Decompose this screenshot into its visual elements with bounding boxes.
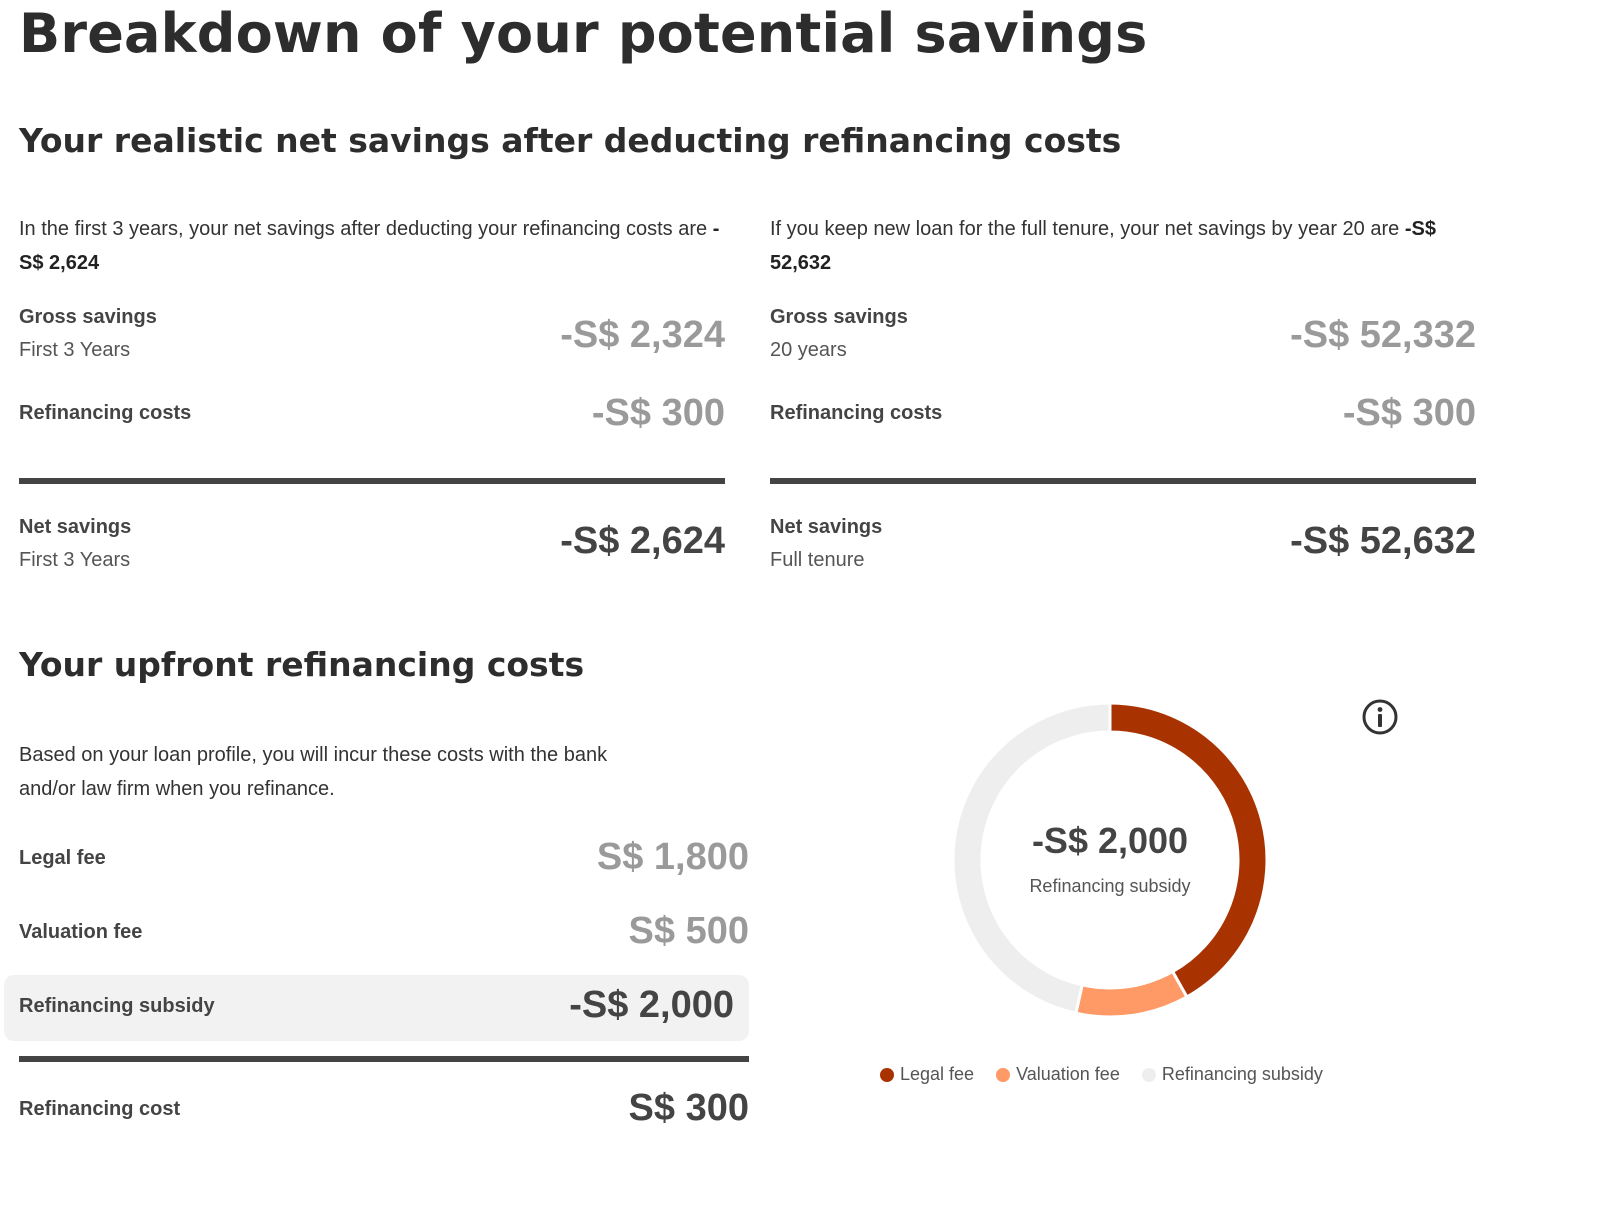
divider bbox=[19, 1056, 749, 1062]
net-savings-title: Your realistic net savings after deducti… bbox=[19, 121, 1122, 160]
legal-fee-value: S$ 1,800 bbox=[596, 836, 749, 878]
intro-text: If you keep new loan for the full tenure… bbox=[770, 218, 1405, 240]
refinancing-costs-value: -S$ 300 bbox=[591, 392, 725, 434]
net-savings-first-3-years: In the first 3 years, your net savings a… bbox=[19, 212, 725, 571]
full-tenure-intro: If you keep new loan for the full tenure… bbox=[770, 212, 1476, 280]
gross-savings-sub: First 3 Years bbox=[19, 339, 131, 361]
net-savings-label: Net savings bbox=[19, 516, 132, 538]
info-icon[interactable] bbox=[1361, 698, 1399, 736]
refinancing-costs-row: Refinancing costs -S$ 300 bbox=[770, 392, 1476, 434]
legend-label: Refinancing subsidy bbox=[1161, 1064, 1323, 1084]
refinancing-costs-row: Refinancing costs -S$ 300 bbox=[19, 392, 725, 434]
net-savings-sub: Full tenure bbox=[770, 549, 865, 571]
donut-center: -S$ 2,000 Refinancing subsidy bbox=[940, 690, 1280, 1030]
donut-slice-refinancing-subsidy bbox=[951, 701, 1112, 1016]
gross-savings-label: Gross savings bbox=[19, 306, 157, 328]
net-savings-full-tenure: If you keep new loan for the full tenure… bbox=[770, 212, 1476, 571]
net-savings-sub: First 3 Years bbox=[19, 549, 131, 571]
refinancing-subsidy-label: Refinancing subsidy bbox=[19, 995, 215, 1017]
intro-amount: -S$ 52,632 bbox=[770, 218, 1436, 274]
gross-savings-sub: 20 years bbox=[770, 339, 847, 361]
refinancing-subsidy-value: -S$ 2,000 bbox=[569, 984, 734, 1026]
gross-savings-value: -S$ 2,324 bbox=[560, 314, 725, 356]
legal-fee-row: Legal fee S$ 1,800 bbox=[19, 827, 749, 893]
net-savings-row: Net savings First 3 Years -S$ 2,624 bbox=[19, 516, 725, 572]
gross-savings-row: Gross savings 20 years -S$ 52,332 bbox=[770, 306, 1476, 362]
chart-legend: Legal fee Valuation fee Refinancing subsid… bbox=[880, 1064, 1323, 1085]
intro-amount: -S$ 2,624 bbox=[19, 218, 720, 274]
intro-text: In the first 3 years, your net savings a… bbox=[19, 218, 713, 240]
legend-label: Valuation fee bbox=[1016, 1064, 1120, 1084]
refinancing-cost-donut-chart: -S$ 2,000 Refinancing subsidy bbox=[940, 690, 1280, 1030]
divider bbox=[19, 478, 725, 484]
upfront-costs-intro: Based on your loan profile, you will inc… bbox=[19, 744, 608, 800]
donut-center-label: Refinancing subsidy bbox=[1029, 876, 1191, 896]
gross-savings-value: -S$ 52,332 bbox=[1290, 314, 1476, 356]
upfront-costs-list: Based on your loan profile, you will inc… bbox=[4, 738, 749, 1129]
refinancing-costs-value: -S$ 300 bbox=[1342, 392, 1476, 434]
legend-item-refinancing-subsidy: Refinancing subsidy bbox=[1141, 1064, 1323, 1085]
donut-svg bbox=[951, 701, 1269, 1019]
gross-savings-label: Gross savings bbox=[770, 306, 908, 328]
refinancing-cost-label: Refinancing cost bbox=[19, 1098, 181, 1120]
refinancing-costs-label: Refinancing costs bbox=[19, 402, 192, 424]
refinancing-costs-label: Refinancing costs bbox=[770, 402, 943, 424]
refinancing-subsidy-row: Refinancing subsidy -S$ 2,000 bbox=[4, 975, 749, 1041]
valuation-fee-value: S$ 500 bbox=[628, 910, 749, 952]
donut-segments bbox=[951, 701, 1269, 1019]
valuation-fee-label: Valuation fee bbox=[19, 921, 143, 943]
page-title: Breakdown of your potential savings bbox=[19, 2, 1148, 65]
divider bbox=[770, 478, 1476, 484]
first-3-years-intro: In the first 3 years, your net savings a… bbox=[19, 212, 725, 280]
net-savings-value: -S$ 2,624 bbox=[560, 520, 725, 562]
legend-swatch bbox=[996, 1067, 1011, 1082]
net-savings-row: Net savings Full tenure -S$ 52,632 bbox=[770, 516, 1476, 572]
legend-swatch bbox=[1141, 1067, 1156, 1082]
legend-item-legal-fee: Legal fee bbox=[880, 1064, 974, 1085]
refinancing-cost-total-row: Refinancing cost S$ 300 bbox=[19, 1078, 749, 1144]
net-savings-label: Net savings bbox=[770, 516, 883, 538]
donut-hole bbox=[982, 732, 1238, 988]
legal-fee-label: Legal fee bbox=[19, 847, 106, 869]
legend-item-valuation-fee: Valuation fee bbox=[996, 1064, 1120, 1085]
upfront-costs-title: Your upfront refinancing costs bbox=[19, 645, 585, 684]
refinancing-cost-value: S$ 300 bbox=[628, 1087, 749, 1129]
legend-swatch bbox=[880, 1067, 894, 1082]
net-savings-value: -S$ 52,632 bbox=[1290, 520, 1476, 562]
valuation-fee-row: Valuation fee S$ 500 bbox=[19, 901, 749, 967]
legend-label: Legal fee bbox=[900, 1064, 975, 1084]
gross-savings-row: Gross savings First 3 Years -S$ 2,324 bbox=[19, 306, 725, 362]
donut-center-value: -S$ 2,000 bbox=[1031, 820, 1189, 861]
